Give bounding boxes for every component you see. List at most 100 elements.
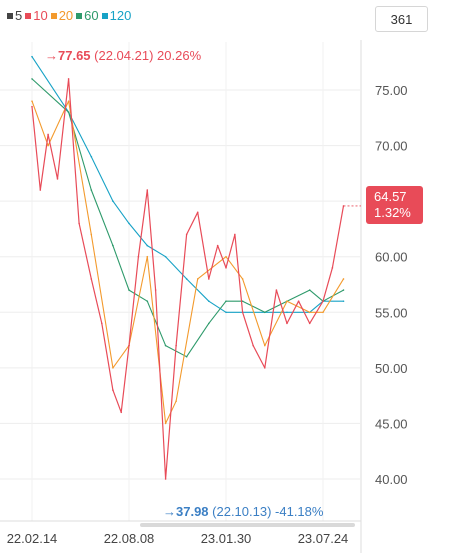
data-point [208, 322, 210, 325]
data-point [137, 255, 140, 258]
data-point [120, 411, 123, 414]
data-point [286, 322, 288, 325]
data-point [225, 311, 227, 314]
data-point [322, 311, 324, 314]
legend-item-120[interactable]: 120 [101, 8, 132, 23]
data-point [164, 422, 167, 425]
data-point [146, 189, 149, 191]
data-point [112, 200, 114, 202]
y-tick-label: 40.00 [375, 472, 408, 487]
data-point [241, 278, 244, 280]
legend-label: 5 [15, 8, 23, 23]
y-tick-label: 75.00 [375, 83, 408, 98]
data-point [241, 311, 244, 314]
data-point [78, 222, 80, 225]
data-point [342, 300, 345, 302]
data-point [297, 300, 300, 302]
legend-swatch [50, 12, 57, 19]
data-point [264, 344, 266, 347]
data-point [196, 211, 199, 214]
data-point [196, 278, 199, 280]
data-point [175, 344, 177, 347]
legend-label: 60 [84, 8, 99, 23]
legend-swatch [7, 12, 13, 19]
data-point [146, 300, 149, 302]
data-point [216, 244, 219, 247]
data-point [146, 255, 149, 258]
legend-label: 20 [58, 8, 74, 23]
data-point [164, 344, 167, 347]
data-point [31, 78, 33, 80]
data-point [67, 78, 70, 80]
data-point [208, 300, 210, 302]
period-button[interactable]: 361 [375, 6, 428, 32]
data-point [331, 267, 334, 269]
data-point [154, 289, 157, 291]
legend-item-5[interactable]: 5 [7, 8, 22, 23]
data-point [164, 255, 167, 258]
legend-label: 120 [109, 8, 132, 23]
x-tick-label: 23.07.24 [298, 531, 349, 546]
data-point [112, 389, 114, 391]
data-point [225, 255, 227, 258]
series-line-5 [31, 78, 345, 480]
data-point [208, 278, 210, 280]
data-point [308, 311, 311, 314]
grid [0, 40, 362, 553]
data-point [342, 278, 345, 280]
scrollbar[interactable] [140, 523, 355, 527]
data-point [39, 189, 42, 191]
x-tick-label: 22.02.14 [7, 531, 58, 546]
data-point [146, 244, 149, 247]
data-point [175, 400, 177, 403]
legend-item-20[interactable]: 20 [50, 8, 74, 23]
data-point [31, 105, 33, 108]
annotation-low: →37.98 (22.10.13) -41.18% [163, 504, 324, 519]
data-point [185, 278, 188, 280]
legend-label: 10 [33, 8, 48, 23]
data-point [225, 267, 227, 269]
annotation-high: →77.65 (22.04.21) 20.26% [45, 48, 202, 63]
x-axis: 22.02.14 22.08.08 23.01.30 23.07.24 [7, 531, 349, 546]
legend-swatch [101, 12, 108, 19]
data-point [264, 367, 266, 369]
data-point [112, 367, 114, 369]
data-point [47, 144, 49, 147]
legend-item-10[interactable]: 10 [25, 8, 48, 23]
series-5 [31, 78, 345, 480]
data-point [31, 55, 33, 58]
data-point [164, 478, 167, 480]
legend: 5 10 20 60 120 [7, 8, 134, 23]
data-point [67, 111, 70, 114]
series-line-120 [31, 56, 344, 313]
data-point [90, 278, 93, 280]
data-point [234, 233, 236, 236]
y-tick-label: 50.00 [375, 361, 408, 376]
data-point [342, 289, 345, 291]
data-point [241, 300, 244, 302]
data-point [264, 311, 266, 314]
data-point [286, 300, 288, 302]
series-line-60 [31, 78, 344, 358]
data-point [112, 244, 114, 247]
data-point [128, 222, 130, 225]
data-point [252, 344, 254, 347]
series-20 [31, 100, 345, 425]
data-point [225, 300, 227, 302]
series-120 [31, 55, 345, 314]
data-point [101, 322, 103, 325]
y-tick-label: 70.00 [375, 139, 408, 154]
data-point [67, 100, 70, 102]
data-point [185, 355, 188, 358]
y-tick-label: 60.00 [375, 250, 408, 265]
data-point [322, 300, 324, 302]
legend-item-60[interactable]: 60 [76, 8, 99, 23]
data-point [90, 233, 93, 236]
price-change: 1.32% [374, 205, 411, 220]
y-tick-label: 45.00 [375, 416, 408, 431]
x-tick-label: 22.08.08 [104, 531, 155, 546]
data-point [308, 289, 311, 291]
legend-swatch [76, 12, 83, 19]
